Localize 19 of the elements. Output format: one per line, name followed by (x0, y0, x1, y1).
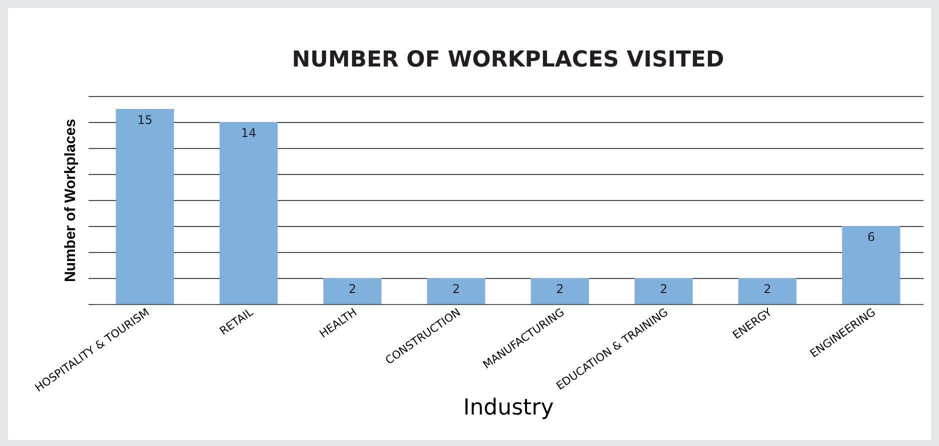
data-label: 15 (137, 113, 153, 127)
y-axis-title: Number of Workplaces (62, 118, 79, 282)
bar (842, 226, 900, 304)
data-label: 2 (348, 282, 356, 296)
bar (323, 278, 382, 304)
data-label: 2 (764, 282, 772, 296)
bar (634, 278, 693, 304)
bar (530, 278, 589, 304)
bar (738, 278, 796, 304)
data-label: 2 (660, 282, 668, 296)
bar (427, 278, 486, 304)
x-axis-title: Industry (463, 396, 554, 421)
chart-title: NUMBER OF WORKPLACES VISITED (292, 48, 724, 72)
bar (220, 122, 278, 304)
bar (116, 109, 174, 304)
data-label: 14 (240, 126, 256, 140)
data-label: 2 (556, 282, 564, 296)
data-label: 6 (867, 230, 875, 244)
data-label: 2 (452, 282, 460, 296)
